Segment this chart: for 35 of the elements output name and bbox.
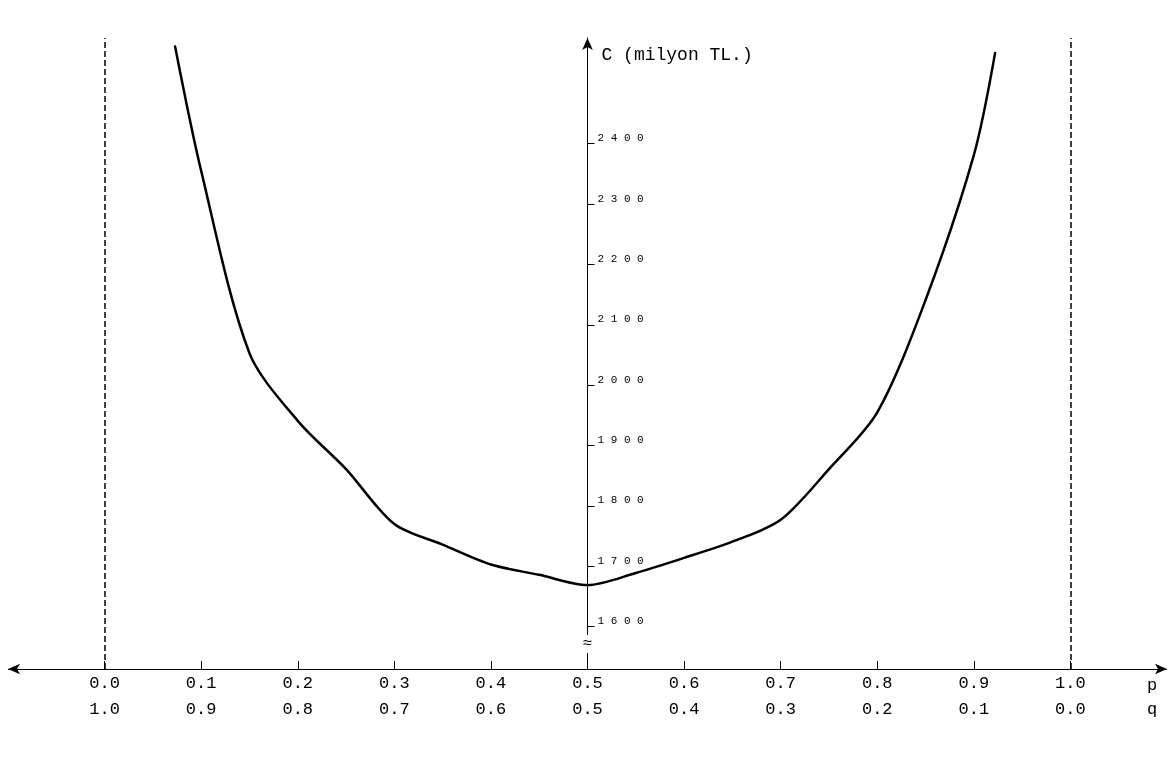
x2-tick-label: 0.0 [1055, 700, 1086, 719]
y-tick-label: 2 1 0 0 [597, 313, 644, 326]
x2-tick-label: 0.9 [185, 700, 217, 719]
y-tick-label: 1 8 0 0 [597, 494, 644, 507]
x-tick-label: 0.5 [572, 674, 603, 693]
x2-tick-label: 0.5 [572, 700, 603, 719]
x2-tick-label: 0.6 [475, 700, 507, 719]
x2-tick-label: 0.1 [958, 700, 990, 719]
x-axis-title: p [1147, 676, 1158, 695]
x-tick-label: 0.0 [89, 674, 120, 693]
x2-tick-label: 1.0 [89, 700, 120, 719]
y-axis-title: C (milyon TL.) [601, 45, 753, 65]
x-tick-label: 0.8 [861, 674, 893, 693]
x2-tick-label: 0.3 [765, 700, 796, 719]
x-tick-label: 0.1 [185, 674, 217, 693]
x-tick-label: 0.6 [668, 674, 700, 693]
y-tick-label: 2 4 0 0 [597, 132, 644, 145]
x2-tick-label: 0.7 [379, 700, 410, 719]
x-tick-label: 0.3 [379, 674, 410, 693]
x-tick-label: 0.4 [475, 674, 507, 693]
x-tick-label: 1.0 [1055, 674, 1086, 693]
x-tick-label: 0.9 [958, 674, 990, 693]
x2-axis-title: q [1147, 700, 1158, 719]
x-tick-label: 0.2 [282, 674, 314, 693]
y-tick-label: 1 9 0 0 [597, 434, 644, 447]
x2-tick-label: 0.4 [668, 700, 700, 719]
y-tick-label: 2 0 0 0 [597, 373, 644, 386]
y-tick-label: 2 2 0 0 [597, 252, 644, 265]
annotation: ≈ [582, 635, 593, 653]
x2-tick-label: 0.2 [861, 700, 893, 719]
x2-tick-label: 0.8 [282, 700, 314, 719]
y-tick-label: 2 3 0 0 [597, 192, 644, 205]
y-tick-label: 1 6 0 0 [597, 615, 644, 628]
y-tick-label: 1 7 0 0 [597, 554, 644, 567]
x-tick-label: 0.7 [765, 674, 796, 693]
